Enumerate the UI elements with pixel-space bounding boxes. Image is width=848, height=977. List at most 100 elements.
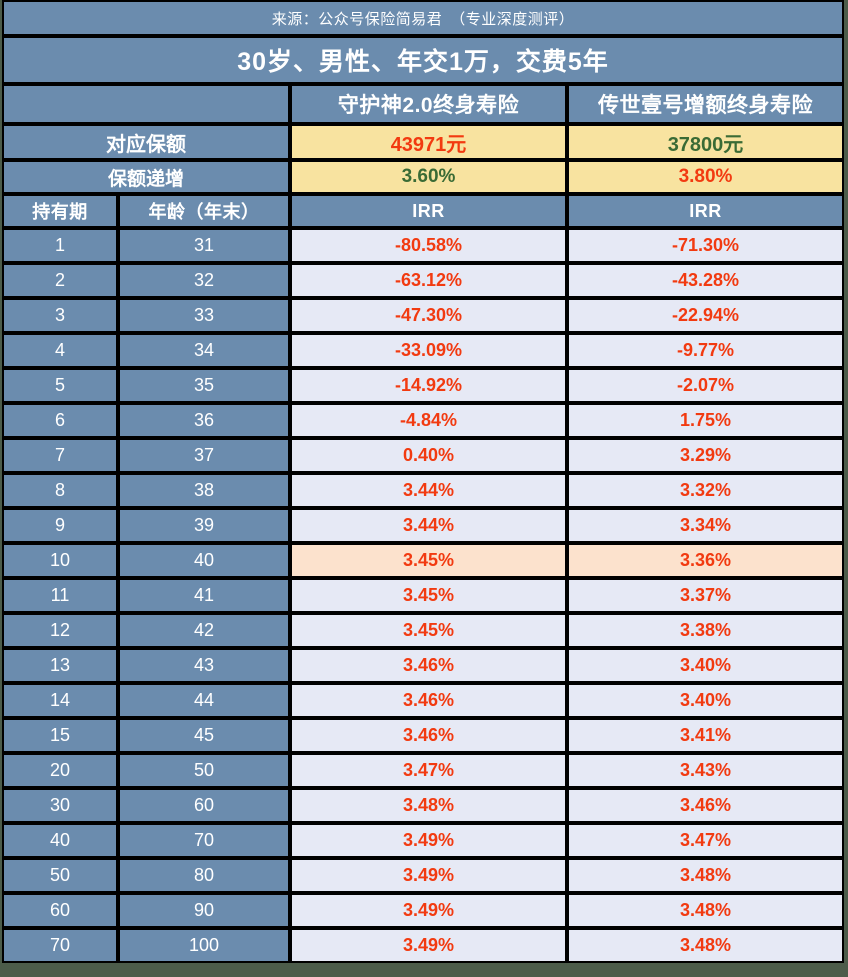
cell-irr-a: 3.49% <box>290 858 567 893</box>
table-row: 9 39 3.44% 3.34% <box>2 508 845 543</box>
cell-holding-period: 4 <box>2 333 118 368</box>
cell-holding-period: 70 <box>2 928 118 963</box>
table-row: 3 33 -47.30% -22.94% <box>2 298 845 333</box>
cell-irr-a: 3.49% <box>290 823 567 858</box>
table-row: 8 38 3.44% 3.32% <box>2 473 845 508</box>
table-row: 12 42 3.45% 3.38% <box>2 613 845 648</box>
cell-age: 37 <box>118 438 290 473</box>
sum-assured-value-a: 43971元 <box>290 124 567 160</box>
table-row: 20 50 3.47% 3.43% <box>2 753 845 788</box>
cell-holding-period: 30 <box>2 788 118 823</box>
cell-holding-period: 11 <box>2 578 118 613</box>
cell-age: 42 <box>118 613 290 648</box>
cell-irr-b: -22.94% <box>567 298 845 333</box>
product-name-b: 传世壹号增额终身寿险 <box>567 84 845 124</box>
cell-irr-b: 3.48% <box>567 928 845 963</box>
cell-irr-b: -71.30% <box>567 228 845 263</box>
cell-irr-a: 3.45% <box>290 543 567 578</box>
cell-holding-period: 9 <box>2 508 118 543</box>
title-row: 30岁、男性、年交1万，交费5年 <box>2 36 845 84</box>
cell-irr-b: 3.41% <box>567 718 845 753</box>
cell-irr-a: 3.47% <box>290 753 567 788</box>
cell-age: 32 <box>118 263 290 298</box>
cell-age: 39 <box>118 508 290 543</box>
cell-irr-b: -43.28% <box>567 263 845 298</box>
table-row: 11 41 3.45% 3.37% <box>2 578 845 613</box>
cell-irr-a: 3.44% <box>290 473 567 508</box>
cell-age: 40 <box>118 543 290 578</box>
table-row: 50 80 3.49% 3.48% <box>2 858 845 893</box>
cell-irr-a: -80.58% <box>290 228 567 263</box>
cell-irr-b: 3.46% <box>567 788 845 823</box>
table-row: 7 37 0.40% 3.29% <box>2 438 845 473</box>
table-row: 40 70 3.49% 3.47% <box>2 823 845 858</box>
cell-irr-a: 3.45% <box>290 613 567 648</box>
cell-holding-period: 8 <box>2 473 118 508</box>
table-row: 5 35 -14.92% -2.07% <box>2 368 845 403</box>
cell-holding-period: 7 <box>2 438 118 473</box>
sum-assured-value-b: 37800元 <box>567 124 845 160</box>
cell-holding-period: 15 <box>2 718 118 753</box>
table-row: 14 44 3.46% 3.40% <box>2 683 845 718</box>
table-body: 来源：公众号保险简易君 （专业深度测评） 30岁、男性、年交1万，交费5年 守护… <box>2 0 845 963</box>
cell-age: 35 <box>118 368 290 403</box>
sum-assured-label: 对应保额 <box>2 124 290 160</box>
cell-irr-b: 3.47% <box>567 823 845 858</box>
source-row: 来源：公众号保险简易君 （专业深度测评） <box>2 0 845 36</box>
cell-holding-period: 40 <box>2 823 118 858</box>
cell-irr-a: 3.45% <box>290 578 567 613</box>
table-row: 2 32 -63.12% -43.28% <box>2 263 845 298</box>
column-header-irr-a: IRR <box>290 194 567 228</box>
growth-rate-value-a: 3.60% <box>290 160 567 194</box>
source-label: 来源：公众号保险简易君 （专业深度测评） <box>2 0 845 36</box>
sum-assured-row: 对应保额 43971元 37800元 <box>2 124 845 160</box>
cell-age: 45 <box>118 718 290 753</box>
cell-holding-period: 10 <box>2 543 118 578</box>
cell-irr-b: -2.07% <box>567 368 845 403</box>
table-row: 1 31 -80.58% -71.30% <box>2 228 845 263</box>
cell-age: 50 <box>118 753 290 788</box>
cell-age: 100 <box>118 928 290 963</box>
cell-irr-a: -14.92% <box>290 368 567 403</box>
table-row: 13 43 3.46% 3.40% <box>2 648 845 683</box>
cell-irr-a: -33.09% <box>290 333 567 368</box>
cell-age: 33 <box>118 298 290 333</box>
cell-holding-period: 20 <box>2 753 118 788</box>
cell-irr-b: 1.75% <box>567 403 845 438</box>
cell-irr-b: 3.29% <box>567 438 845 473</box>
cell-irr-b: 3.40% <box>567 648 845 683</box>
column-header-irr-b: IRR <box>567 194 845 228</box>
cell-holding-period: 3 <box>2 298 118 333</box>
cell-holding-period: 2 <box>2 263 118 298</box>
product-header-spacer <box>2 84 290 124</box>
table-row: 10 40 3.45% 3.36% <box>2 543 845 578</box>
product-name-a: 守护神2.0终身寿险 <box>290 84 567 124</box>
cell-age: 43 <box>118 648 290 683</box>
cell-holding-period: 1 <box>2 228 118 263</box>
cell-irr-b: 3.37% <box>567 578 845 613</box>
cell-age: 60 <box>118 788 290 823</box>
cell-irr-b: 3.48% <box>567 858 845 893</box>
growth-rate-row: 保额递增 3.60% 3.80% <box>2 160 845 194</box>
cell-irr-a: -47.30% <box>290 298 567 333</box>
table-row: 4 34 -33.09% -9.77% <box>2 333 845 368</box>
cell-irr-b: 3.32% <box>567 473 845 508</box>
cell-irr-a: 3.49% <box>290 928 567 963</box>
column-header-age: 年龄（年末） <box>118 194 290 228</box>
irr-comparison-table: 来源：公众号保险简易君 （专业深度测评） 30岁、男性、年交1万，交费5年 守护… <box>2 0 845 963</box>
cell-irr-b: 3.43% <box>567 753 845 788</box>
growth-rate-value-b: 3.80% <box>567 160 845 194</box>
cell-irr-a: 3.48% <box>290 788 567 823</box>
cell-holding-period: 13 <box>2 648 118 683</box>
cell-irr-a: 3.46% <box>290 718 567 753</box>
table-row: 15 45 3.46% 3.41% <box>2 718 845 753</box>
growth-rate-label: 保额递增 <box>2 160 290 194</box>
table-row: 70 100 3.49% 3.48% <box>2 928 845 963</box>
cell-holding-period: 14 <box>2 683 118 718</box>
cell-holding-period: 60 <box>2 893 118 928</box>
cell-age: 38 <box>118 473 290 508</box>
cell-holding-period: 12 <box>2 613 118 648</box>
cell-irr-b: 3.48% <box>567 893 845 928</box>
page-title: 30岁、男性、年交1万，交费5年 <box>2 36 845 84</box>
